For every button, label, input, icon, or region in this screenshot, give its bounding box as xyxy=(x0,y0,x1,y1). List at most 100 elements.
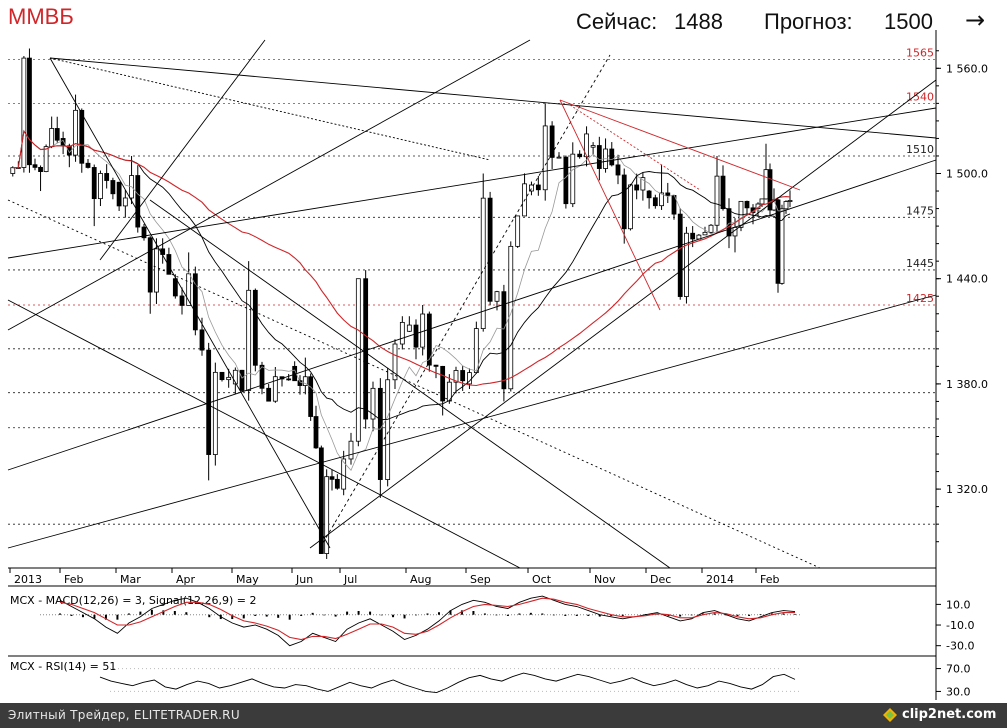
candle-body xyxy=(355,278,361,442)
level-label: 1510 xyxy=(906,143,934,156)
candle xyxy=(542,103,548,201)
x-tick-label: Aug xyxy=(410,573,431,586)
x-tick-label: Sep xyxy=(470,573,491,586)
candle-body xyxy=(166,254,172,275)
candle-body xyxy=(219,371,225,381)
candle-body xyxy=(480,197,486,330)
candle xyxy=(116,181,122,211)
candle-body xyxy=(763,169,769,200)
candle xyxy=(570,142,576,208)
y-tick-label: 1 500.0 xyxy=(946,168,988,181)
candle xyxy=(54,116,60,143)
candle-body xyxy=(744,200,750,209)
x-tick-label: Oct xyxy=(532,573,552,586)
candle xyxy=(399,316,405,350)
candle xyxy=(628,183,633,231)
x-tick-label: Jun xyxy=(295,573,313,586)
trend-line xyxy=(49,57,491,161)
candle-body xyxy=(702,231,708,236)
candle xyxy=(252,288,258,372)
candle xyxy=(535,176,541,196)
x-tick-label: 2014 xyxy=(706,573,734,586)
candle xyxy=(355,278,361,447)
candle-body xyxy=(60,138,66,147)
candle xyxy=(266,383,272,402)
candle xyxy=(779,204,785,285)
candle xyxy=(759,198,765,208)
candle-body xyxy=(714,175,720,226)
main-price-panel: 1565 1540 1510 1475 1445 1425 1 560.0 1 500.0 1 … xyxy=(7,30,988,700)
candle-body xyxy=(297,380,303,386)
candle-body xyxy=(226,376,232,381)
candle xyxy=(21,56,27,173)
candle-body xyxy=(239,369,245,391)
price-chart[interactable]: 1565 1540 1510 1475 1445 1425 1 560.0 1 500.0 1 … xyxy=(0,0,1007,703)
candle-body xyxy=(363,278,369,420)
candle xyxy=(141,223,147,241)
current-price-value: 1488 xyxy=(674,9,723,34)
candle xyxy=(85,158,91,169)
candle-body xyxy=(563,156,569,205)
candle xyxy=(501,284,507,402)
candle-body xyxy=(577,153,583,158)
candle-body xyxy=(767,169,773,211)
x-tick-label: May xyxy=(236,573,259,586)
candle xyxy=(79,108,85,173)
candle xyxy=(166,247,172,275)
candle xyxy=(172,274,178,299)
candle-body xyxy=(348,440,354,460)
candle-body xyxy=(27,57,32,166)
candle xyxy=(783,200,789,214)
candle-body xyxy=(324,476,330,554)
candle-body xyxy=(32,164,38,168)
candle xyxy=(232,367,238,395)
candle xyxy=(406,316,412,332)
candle xyxy=(487,191,493,306)
candle xyxy=(334,474,340,490)
macd-y-label: 10.0 xyxy=(946,598,971,611)
candle xyxy=(453,366,459,394)
candle xyxy=(529,181,534,196)
forecast-value: 1500 xyxy=(884,9,933,34)
rsi-line xyxy=(99,672,796,694)
x-tick-label: Dec xyxy=(650,573,671,586)
candle-body xyxy=(212,371,218,455)
candle xyxy=(690,226,696,248)
candle xyxy=(98,170,103,207)
x-tick-label: Feb xyxy=(64,573,83,586)
ma-long-line xyxy=(12,129,791,387)
candle-body xyxy=(116,181,122,207)
candle-body xyxy=(110,180,116,195)
candle-body xyxy=(609,148,615,166)
candle-body xyxy=(570,153,576,205)
candle-body xyxy=(549,125,555,158)
candle xyxy=(73,94,78,162)
candle-body xyxy=(302,376,308,386)
candle xyxy=(186,252,192,306)
candle-body xyxy=(759,198,765,205)
candle xyxy=(38,165,43,192)
candle-body xyxy=(385,379,391,480)
candle xyxy=(665,182,671,203)
candle-body xyxy=(252,289,258,366)
candle xyxy=(696,233,702,240)
candle-body xyxy=(186,273,192,306)
candle xyxy=(744,200,750,216)
candle-body xyxy=(79,109,85,164)
candle-body xyxy=(399,321,405,345)
arrow-right-icon[interactable]: → xyxy=(965,6,986,34)
candle xyxy=(677,208,683,300)
candle-body xyxy=(85,162,91,168)
y-tick-label: 1 380.0 xyxy=(946,378,988,391)
candle xyxy=(563,155,569,209)
candle-body xyxy=(341,458,347,490)
candle xyxy=(392,339,398,389)
level-label: 1540 xyxy=(906,90,934,103)
candle xyxy=(767,163,773,217)
trend-line xyxy=(7,299,521,569)
candle-body xyxy=(172,278,178,297)
candle-body xyxy=(590,145,596,148)
candle xyxy=(135,165,141,233)
candle xyxy=(590,142,596,155)
trend-line xyxy=(149,199,671,569)
